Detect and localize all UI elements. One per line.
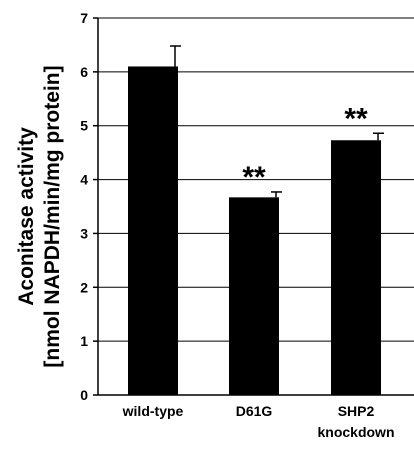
- y-tick-label-6: 6: [80, 64, 88, 80]
- bar-0: [128, 66, 178, 395]
- y-tick-label-0: 0: [80, 387, 88, 403]
- x-category-label-2-1: knockdown: [317, 424, 394, 440]
- y-tick-label-2: 2: [80, 279, 88, 295]
- y-tick-label-5: 5: [80, 118, 88, 134]
- y-axis-label: Aconitase activity [nmol NAPDH/min/mg pro…: [15, 65, 64, 367]
- bar-1: [229, 197, 279, 395]
- y-tick-labels: 0 1 2 3 4 5 6 7: [80, 10, 88, 403]
- x-category-label-0-0: wild-type: [122, 403, 184, 419]
- axes: [93, 17, 414, 396]
- y-axis-label-line-1: [nmol NAPDH/min/mg protein]: [41, 65, 64, 367]
- significance-label-1: **: [242, 161, 266, 194]
- y-tick-label-7: 7: [80, 10, 88, 26]
- y-tick-label-4: 4: [80, 172, 88, 188]
- y-axis-label-line-0: Aconitase activity: [15, 127, 38, 306]
- x-category-label-1-0: D61G: [236, 403, 273, 419]
- significance-label-2: **: [344, 102, 368, 135]
- x-category-labels: wild-type D61G SHP2 knockdown: [122, 403, 395, 440]
- x-category-label-2-0: SHP2: [338, 403, 375, 419]
- y-tick-label-3: 3: [80, 225, 88, 241]
- y-tick-label-1: 1: [80, 333, 88, 349]
- bars: ** **: [128, 45, 384, 395]
- bar-2: [331, 140, 381, 395]
